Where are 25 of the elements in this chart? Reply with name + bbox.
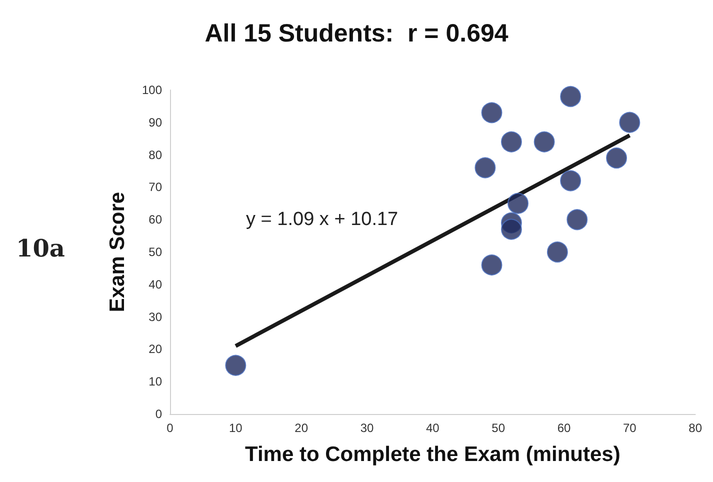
- x-tick-label: 10: [228, 421, 243, 435]
- x-tick-label: 80: [688, 421, 702, 435]
- y-tick-label: 60: [148, 212, 162, 227]
- y-tick-label: 40: [148, 277, 162, 292]
- y-tick-label: 20: [148, 342, 162, 356]
- y-tick-label: 70: [148, 180, 162, 194]
- y-tick-label: 0: [155, 407, 162, 421]
- x-tick-label: 50: [492, 421, 506, 435]
- y-tick-label: 90: [148, 115, 162, 130]
- y-tick-label: 100: [142, 83, 162, 97]
- x-tick-label: 70: [622, 421, 637, 435]
- y-tick-label: 50: [148, 245, 162, 259]
- x-tick-label: 20: [294, 421, 308, 435]
- x-tick-label: 0: [166, 421, 174, 435]
- chart-title: All 15 Students: r = 0.694: [204, 20, 508, 48]
- annotation: y = 1.09 x + 10.17: [246, 209, 398, 230]
- y-tick-label: 30: [148, 310, 162, 324]
- x-tick-label: 40: [426, 421, 440, 435]
- text: 10a: [16, 234, 65, 262]
- y-axis-title: Exam Score: [106, 192, 129, 312]
- y-tick-label: 80: [148, 148, 162, 162]
- x-tick-label: 60: [557, 421, 571, 435]
- y-tick-label: 10: [148, 374, 162, 389]
- x-axis-title: Time to Complete the Exam (minutes): [244, 443, 620, 466]
- x-tick-label: 30: [360, 421, 374, 435]
